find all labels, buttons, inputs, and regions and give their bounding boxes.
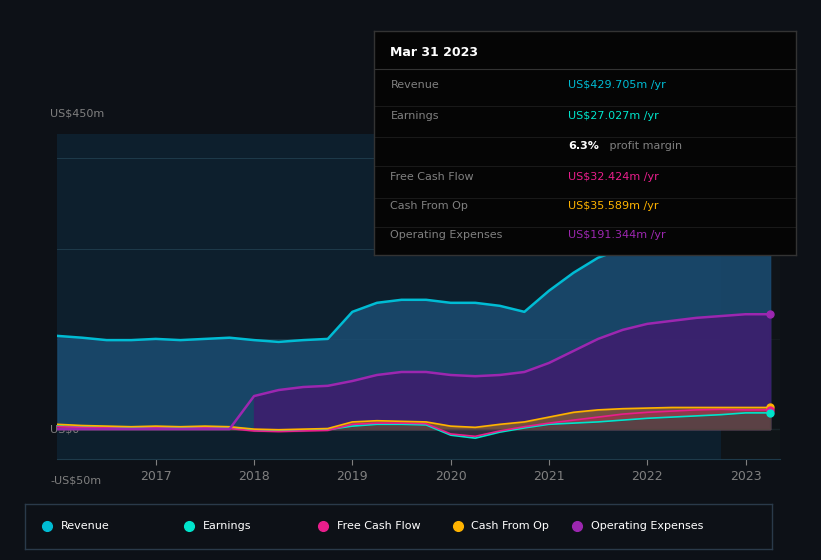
Text: Operating Expenses: Operating Expenses (591, 521, 704, 531)
Text: US$0: US$0 (50, 424, 80, 434)
Text: profit margin: profit margin (606, 141, 682, 151)
Text: Revenue: Revenue (391, 80, 439, 90)
Text: Operating Expenses: Operating Expenses (391, 230, 502, 240)
Bar (721, 134, 795, 459)
Text: 6.3%: 6.3% (568, 141, 599, 151)
Text: US$27.027m /yr: US$27.027m /yr (568, 111, 658, 122)
Text: Cash From Op: Cash From Op (391, 201, 468, 211)
Text: Cash From Op: Cash From Op (471, 521, 549, 531)
Text: Mar 31 2023: Mar 31 2023 (391, 46, 479, 59)
Text: Earnings: Earnings (203, 521, 251, 531)
Text: US$191.344m /yr: US$191.344m /yr (568, 230, 666, 240)
Text: Free Cash Flow: Free Cash Flow (337, 521, 420, 531)
Text: US$429.705m /yr: US$429.705m /yr (568, 80, 666, 90)
Text: Earnings: Earnings (391, 111, 439, 122)
Text: -US$50m: -US$50m (50, 475, 101, 486)
Text: US$450m: US$450m (50, 108, 104, 118)
Text: Free Cash Flow: Free Cash Flow (391, 172, 474, 182)
Text: US$32.424m /yr: US$32.424m /yr (568, 172, 658, 182)
Text: Revenue: Revenue (61, 521, 109, 531)
Text: US$35.589m /yr: US$35.589m /yr (568, 201, 658, 211)
